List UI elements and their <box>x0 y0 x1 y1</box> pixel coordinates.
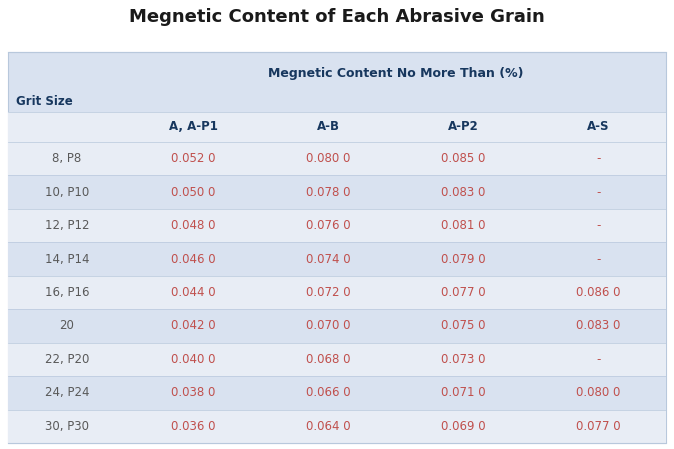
Text: 0.066 0: 0.066 0 <box>306 386 350 399</box>
Text: -: - <box>596 186 601 198</box>
Text: 0.083 0: 0.083 0 <box>576 319 621 332</box>
Text: 0.081 0: 0.081 0 <box>441 219 486 232</box>
Text: 0.036 0: 0.036 0 <box>171 420 216 433</box>
Bar <box>8 276 666 309</box>
Text: 8, P8: 8, P8 <box>53 152 82 165</box>
Text: 16, P16: 16, P16 <box>44 286 89 299</box>
Text: 24, P24: 24, P24 <box>44 386 89 399</box>
Text: Megnetic Content No More Than (%): Megnetic Content No More Than (%) <box>268 66 524 79</box>
Text: 0.050 0: 0.050 0 <box>171 186 216 198</box>
Text: A-B: A-B <box>317 120 340 133</box>
Bar <box>8 209 666 242</box>
Text: 14, P14: 14, P14 <box>44 252 89 265</box>
Text: 0.044 0: 0.044 0 <box>171 286 216 299</box>
Bar <box>8 343 666 376</box>
Bar <box>8 376 666 409</box>
Text: 22, P20: 22, P20 <box>44 353 89 366</box>
Text: 20: 20 <box>59 319 74 332</box>
Text: 12, P12: 12, P12 <box>44 219 89 232</box>
Text: -: - <box>596 219 601 232</box>
Text: 0.080 0: 0.080 0 <box>306 152 350 165</box>
Text: 0.068 0: 0.068 0 <box>306 353 350 366</box>
Text: Grit Size: Grit Size <box>16 95 73 108</box>
Text: Megnetic Content of Each Abrasive Grain: Megnetic Content of Each Abrasive Grain <box>129 8 545 26</box>
Text: 0.069 0: 0.069 0 <box>441 420 486 433</box>
Bar <box>8 142 666 176</box>
Text: A, A-P1: A, A-P1 <box>169 120 218 133</box>
Text: A-P2: A-P2 <box>448 120 479 133</box>
Text: 0.074 0: 0.074 0 <box>306 252 350 265</box>
Text: 0.086 0: 0.086 0 <box>576 286 621 299</box>
Text: 0.052 0: 0.052 0 <box>171 152 216 165</box>
Bar <box>8 309 666 343</box>
Text: 0.079 0: 0.079 0 <box>441 252 486 265</box>
Bar <box>8 112 666 142</box>
Text: 0.071 0: 0.071 0 <box>441 386 486 399</box>
Text: 0.046 0: 0.046 0 <box>171 252 216 265</box>
Text: 0.073 0: 0.073 0 <box>441 353 486 366</box>
Text: 0.080 0: 0.080 0 <box>576 386 621 399</box>
Text: 0.070 0: 0.070 0 <box>306 319 350 332</box>
Text: 0.077 0: 0.077 0 <box>441 286 486 299</box>
Text: 0.064 0: 0.064 0 <box>306 420 350 433</box>
Text: 0.048 0: 0.048 0 <box>171 219 216 232</box>
Text: 0.040 0: 0.040 0 <box>171 353 216 366</box>
Bar <box>8 409 666 443</box>
Bar <box>8 52 666 443</box>
Text: 0.042 0: 0.042 0 <box>171 319 216 332</box>
Text: 30, P30: 30, P30 <box>45 420 89 433</box>
Text: 0.083 0: 0.083 0 <box>441 186 486 198</box>
Text: 0.076 0: 0.076 0 <box>306 219 350 232</box>
Text: 0.072 0: 0.072 0 <box>306 286 350 299</box>
Text: 0.078 0: 0.078 0 <box>306 186 350 198</box>
Bar <box>8 176 666 209</box>
Text: -: - <box>596 252 601 265</box>
Text: 0.038 0: 0.038 0 <box>171 386 216 399</box>
Text: 0.075 0: 0.075 0 <box>441 319 486 332</box>
Text: 0.077 0: 0.077 0 <box>576 420 621 433</box>
Text: -: - <box>596 152 601 165</box>
Text: -: - <box>596 353 601 366</box>
Bar <box>8 242 666 276</box>
Text: 10, P10: 10, P10 <box>45 186 89 198</box>
Text: A-S: A-S <box>587 120 610 133</box>
Text: 0.085 0: 0.085 0 <box>441 152 486 165</box>
